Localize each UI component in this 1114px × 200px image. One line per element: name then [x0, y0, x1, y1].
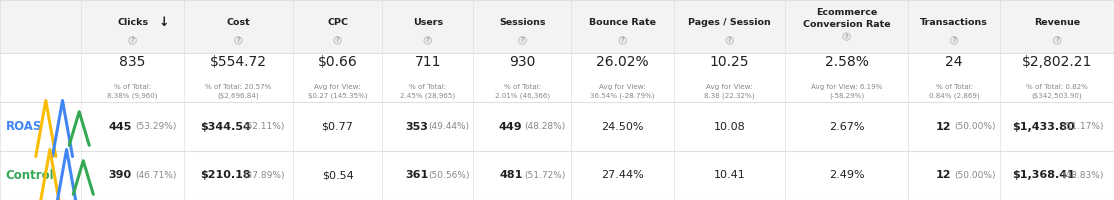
Text: 10.41: 10.41: [714, 170, 745, 180]
Text: % of Total:
8.38% (9,960): % of Total: 8.38% (9,960): [107, 84, 158, 99]
Text: (50.00%): (50.00%): [955, 171, 996, 180]
Text: $344.54: $344.54: [199, 121, 251, 132]
Bar: [0, 151, 1114, 200]
Text: % of Total: 20.57%
($2,696.84): % of Total: 20.57% ($2,696.84): [205, 84, 272, 99]
Text: 835: 835: [119, 55, 146, 70]
Text: ↓: ↓: [158, 16, 169, 29]
Text: ?: ?: [844, 34, 849, 40]
Text: 10.25: 10.25: [710, 55, 750, 70]
Text: % of Total:
2.01% (46,366): % of Total: 2.01% (46,366): [495, 84, 550, 99]
Text: $0.77: $0.77: [322, 121, 353, 132]
Text: Sessions: Sessions: [499, 18, 546, 27]
Bar: [0, 53, 1114, 102]
Text: 10.08: 10.08: [714, 121, 745, 132]
Text: CPC: CPC: [328, 18, 348, 27]
Text: ?: ?: [952, 38, 956, 44]
Bar: [0, 102, 1114, 151]
Text: (51.17%): (51.17%): [1063, 122, 1104, 131]
Text: $554.72: $554.72: [209, 55, 267, 70]
Text: 27.44%: 27.44%: [602, 170, 644, 180]
Text: Users: Users: [412, 18, 443, 27]
Text: ?: ?: [236, 38, 241, 44]
Text: $1,368.41: $1,368.41: [1013, 170, 1075, 180]
Text: $0.66: $0.66: [317, 55, 358, 70]
Text: $0.54: $0.54: [322, 170, 353, 180]
Text: % of Total: 0.82%
($342,503.90): % of Total: 0.82% ($342,503.90): [1026, 84, 1088, 99]
Text: 26.02%: 26.02%: [596, 55, 649, 70]
Text: Revenue: Revenue: [1034, 18, 1081, 27]
Text: % of Total:
2.45% (28,965): % of Total: 2.45% (28,965): [400, 84, 456, 99]
Text: % of Total:
0.84% (2,869): % of Total: 0.84% (2,869): [929, 84, 979, 99]
Text: (50.00%): (50.00%): [955, 122, 996, 131]
Text: 2.58%: 2.58%: [824, 55, 869, 70]
Bar: [0, 0, 1114, 53]
Text: 449: 449: [499, 121, 522, 132]
Text: 24.50%: 24.50%: [602, 121, 644, 132]
Text: Avg for View:
36.54% (-28.79%): Avg for View: 36.54% (-28.79%): [590, 84, 655, 99]
Text: Pages / Session: Pages / Session: [688, 18, 771, 27]
Text: (48.28%): (48.28%): [525, 122, 566, 131]
Text: $210.18: $210.18: [201, 170, 251, 180]
Text: (48.83%): (48.83%): [1063, 171, 1104, 180]
Text: 361: 361: [405, 170, 429, 180]
Text: ?: ?: [727, 38, 732, 44]
Text: Avg for View:
8.38 (22.32%): Avg for View: 8.38 (22.32%): [704, 84, 755, 99]
Text: 930: 930: [509, 55, 536, 70]
Text: (51.72%): (51.72%): [525, 171, 566, 180]
Text: Ecommerce
Conversion Rate: Ecommerce Conversion Rate: [803, 8, 890, 29]
Text: Control: Control: [6, 169, 55, 182]
Text: (46.71%): (46.71%): [136, 171, 177, 180]
Text: ?: ?: [1055, 38, 1059, 44]
Text: ROAS: ROAS: [6, 120, 42, 133]
Text: 390: 390: [109, 170, 131, 180]
Text: 711: 711: [414, 55, 441, 70]
Text: ?: ?: [426, 38, 430, 44]
Text: 24: 24: [946, 55, 962, 70]
Text: (37.89%): (37.89%): [243, 171, 284, 180]
Text: ?: ?: [520, 38, 525, 44]
Text: Avg for View:
$0.27 (145.35%): Avg for View: $0.27 (145.35%): [307, 84, 368, 99]
Text: $1,433.80: $1,433.80: [1013, 121, 1075, 132]
Text: (49.44%): (49.44%): [428, 122, 469, 131]
Text: ?: ?: [130, 38, 135, 44]
Text: Bounce Rate: Bounce Rate: [589, 18, 656, 27]
Text: 12: 12: [936, 121, 950, 132]
Text: Cost: Cost: [226, 18, 251, 27]
Text: (50.56%): (50.56%): [428, 171, 469, 180]
Text: Clicks: Clicks: [117, 18, 148, 27]
Text: (53.29%): (53.29%): [136, 122, 177, 131]
Text: Transactions: Transactions: [920, 18, 988, 27]
Text: ?: ?: [335, 38, 340, 44]
Text: Avg for View: 6.19%
(-58.29%): Avg for View: 6.19% (-58.29%): [811, 84, 882, 99]
Text: 12: 12: [936, 170, 950, 180]
Text: 2.49%: 2.49%: [829, 170, 864, 180]
Text: 445: 445: [108, 121, 131, 132]
Text: ?: ?: [620, 38, 625, 44]
Text: 2.67%: 2.67%: [829, 121, 864, 132]
Text: 353: 353: [405, 121, 428, 132]
Text: $2,802.21: $2,802.21: [1022, 55, 1093, 70]
Text: 481: 481: [499, 170, 522, 180]
Text: (62.11%): (62.11%): [243, 122, 284, 131]
